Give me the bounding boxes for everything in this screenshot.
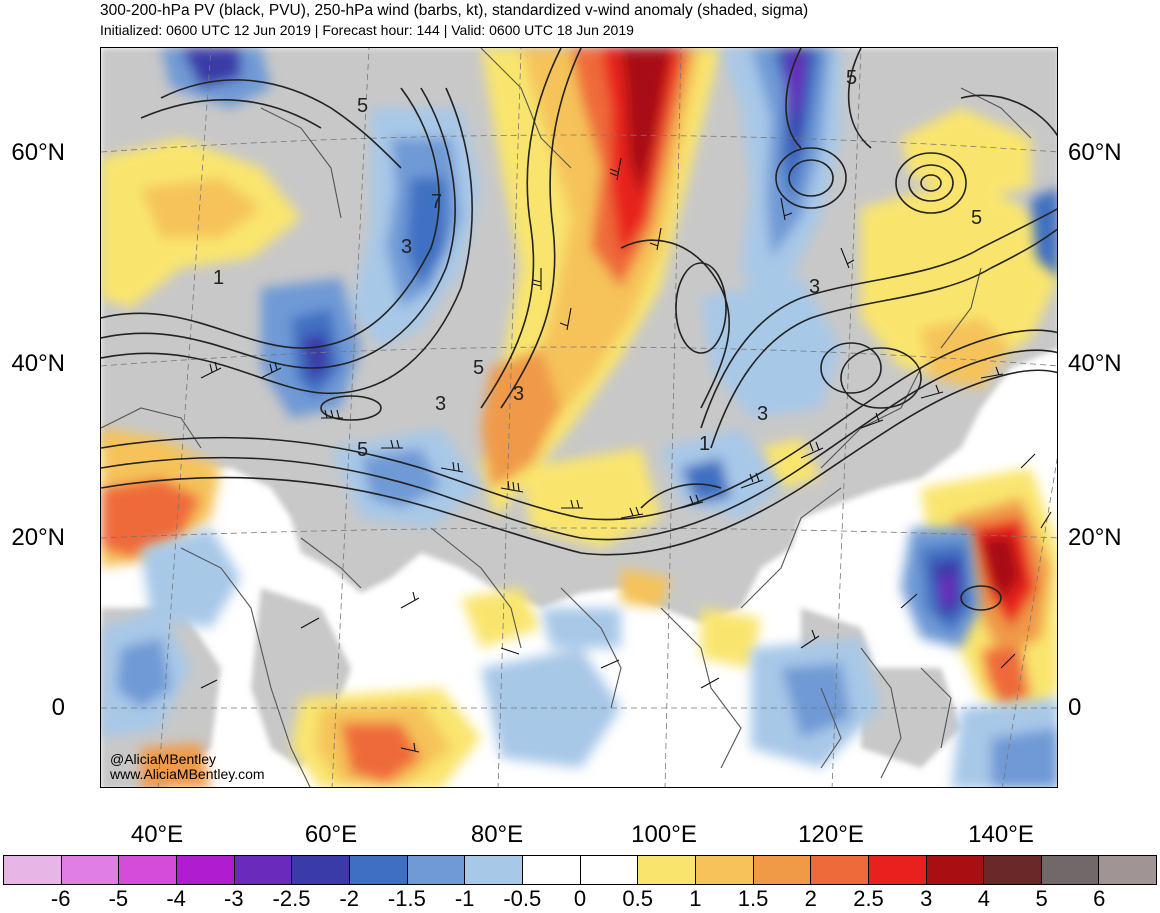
colorbar-cell xyxy=(4,856,62,884)
chart-subtitle: Initialized: 0600 UTC 12 Jun 2019 | Fore… xyxy=(100,22,634,38)
colorbar-tick-label: -6 xyxy=(50,886,71,911)
colorbar xyxy=(3,855,1157,885)
colorbar-cell xyxy=(1041,856,1100,884)
colorbar-tick-label: -1.5 xyxy=(387,886,426,911)
pv-label: 3 xyxy=(401,236,412,258)
positive-anomaly-shading xyxy=(101,48,1057,787)
colorbar-tick-label: 2.5 xyxy=(853,886,884,911)
lat-label-60n-right: 60°N xyxy=(1068,139,1122,166)
colorbar-tick-label: -3 xyxy=(224,886,244,911)
pv-label: 3 xyxy=(435,393,446,415)
lon-label-80e: 80°E xyxy=(470,821,524,848)
lat-label-0-left: 0 xyxy=(51,694,65,721)
graticule xyxy=(101,48,1057,787)
colorbar-cell xyxy=(868,856,927,884)
pv-label: 1 xyxy=(213,267,224,289)
colorbar-tick-label: -1 xyxy=(454,886,475,911)
pv-label: 1 xyxy=(699,433,710,455)
colorbar-tick-label: 3 xyxy=(920,886,933,911)
pv-label: 5 xyxy=(846,67,857,89)
pv-contour-labels: 5 7 3 1 5 3 3 5 3 5 3 1 5 xyxy=(213,67,982,461)
colorbar-cell xyxy=(292,856,350,884)
map-panel: 5 7 3 1 5 3 3 5 3 5 3 1 5 xyxy=(100,47,1058,788)
lat-label-60n-left: 60°N xyxy=(11,139,65,166)
colorbar-tick-label: -2.5 xyxy=(272,886,311,911)
colorbar-tick-label: 1 xyxy=(689,886,702,911)
colorbar-cell xyxy=(1099,856,1157,884)
colorbar-cell xyxy=(984,856,1042,884)
lon-label-100e: 100°E xyxy=(631,821,697,848)
pv-label: 5 xyxy=(357,95,368,117)
credit-website: www.AliciaMBentley.com xyxy=(110,766,265,782)
lon-label-60e: 60°E xyxy=(304,821,358,848)
colorbar-cell xyxy=(119,856,177,884)
colorbar-tick-label: -0.5 xyxy=(503,886,542,911)
pv-label: 7 xyxy=(431,191,442,213)
colorbar-tick-label: 0.5 xyxy=(622,886,653,911)
pv-label: 3 xyxy=(809,276,820,298)
colorbar-cell xyxy=(926,856,985,884)
lat-label-20n-left: 20°N xyxy=(11,524,65,551)
colorbar-cell xyxy=(407,856,466,884)
colorbar-cell xyxy=(753,856,812,884)
chart-title: 300-200-hPa PV (black, PVU), 250-hPa win… xyxy=(100,2,809,19)
colorbar-tick-label: -2 xyxy=(339,886,359,911)
colorbar-cell xyxy=(61,856,120,884)
lat-label-40n-left: 40°N xyxy=(11,350,65,377)
lat-label-20n-right: 20°N xyxy=(1068,524,1122,551)
pv-contours xyxy=(101,48,1057,611)
lon-label-120e: 120°E xyxy=(798,821,864,848)
colorbar-cell xyxy=(580,856,639,884)
colorbar-tick-label: -4 xyxy=(166,886,186,911)
negative-anomaly-shading xyxy=(101,48,1057,787)
pv-label: 5 xyxy=(357,439,368,461)
colorbar-cell xyxy=(234,856,293,884)
colorbar-tick-label: 1.5 xyxy=(737,886,769,911)
colorbar-cell xyxy=(638,856,696,884)
pv-label: 5 xyxy=(473,357,484,379)
colorbar-tick-label: 4 xyxy=(977,886,991,911)
colorbar-tick-label: 5 xyxy=(1035,886,1048,911)
pv-label: 5 xyxy=(971,207,982,229)
lon-label-40e: 40°E xyxy=(130,821,184,848)
weather-map: 5 7 3 1 5 3 3 5 3 5 3 1 5 xyxy=(101,48,1057,787)
colorbar-tick-label: 0 xyxy=(573,886,587,911)
lat-label-40n-right: 40°N xyxy=(1068,350,1122,377)
colorbar-cell xyxy=(695,856,754,884)
colorbar-tick-label: -5 xyxy=(108,886,129,911)
colorbar-cell xyxy=(176,856,235,884)
wind-barbs xyxy=(200,157,1052,753)
colorbar-tick-label: 2 xyxy=(804,886,817,911)
lon-label-140e: 140°E xyxy=(968,821,1034,848)
colorbar-tick-label: 6 xyxy=(1093,886,1106,911)
colorbar-cell xyxy=(349,856,408,884)
credit-handle: @AliciaMBentley xyxy=(110,751,217,767)
colorbar-cell xyxy=(811,856,869,884)
coastlines xyxy=(101,48,1032,787)
lat-label-0-right: 0 xyxy=(1068,694,1082,721)
colorbar-cell xyxy=(465,856,523,884)
pv-label: 3 xyxy=(513,383,524,405)
colorbar-cell xyxy=(522,856,581,884)
pv-label: 3 xyxy=(757,403,768,425)
